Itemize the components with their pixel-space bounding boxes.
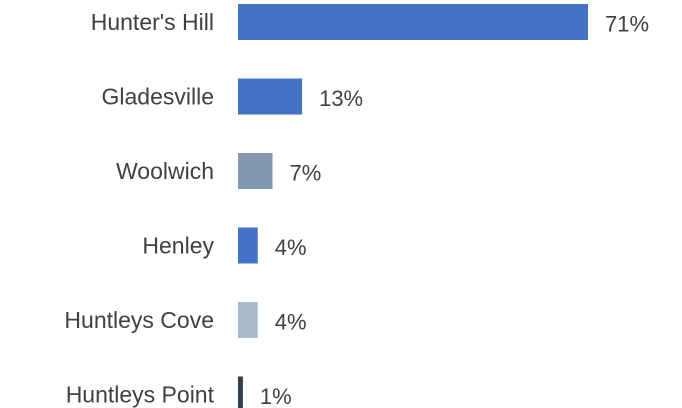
value-label-woolwich: 7% — [290, 161, 322, 186]
value-label-hunter-s-hill: 71% — [605, 12, 649, 37]
category-label-gladesville: Gladesville — [102, 84, 215, 110]
bar-huntleys-cove — [238, 302, 258, 338]
bar-henley — [238, 227, 258, 264]
bar-huntleys-point — [238, 376, 243, 408]
bar-woolwich — [238, 153, 273, 189]
value-labels: 71% 13% 7% 4% 4% 1% — [260, 12, 649, 408]
value-label-henley: 4% — [275, 235, 307, 260]
category-labels: Hunter's Hill Gladesville Woolwich Henley Hu… — [64, 9, 214, 408]
category-label-huntleys-point: Huntleys Point — [66, 382, 215, 408]
bar-gladesville — [238, 78, 303, 115]
value-label-gladesville: 13% — [319, 86, 363, 111]
category-label-woolwich: Woolwich — [116, 158, 214, 184]
category-label-hunter-s-hill: Hunter's Hill — [91, 9, 214, 35]
category-label-huntleys-cove: Huntleys Cove — [64, 307, 214, 333]
bars-layer — [238, 4, 588, 408]
value-label-huntleys-point: 1% — [260, 384, 292, 408]
bar-hunter-s-hill — [238, 4, 588, 40]
value-label-huntleys-cove: 4% — [275, 310, 307, 335]
category-label-henley: Henley — [142, 233, 214, 259]
